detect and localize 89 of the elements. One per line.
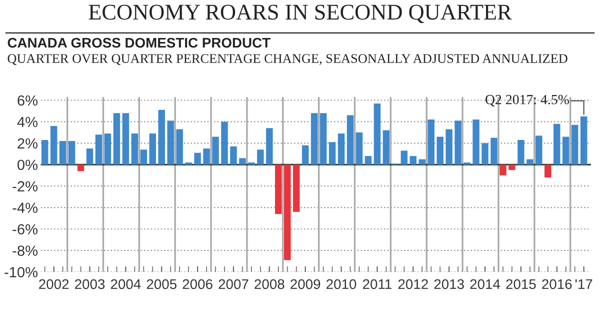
- bar: [410, 156, 417, 165]
- bar: [167, 120, 174, 165]
- bar: [131, 134, 138, 165]
- chart-title: ECONOMY ROARS IN SECOND QUARTER: [88, 4, 512, 24]
- x-tick-label: 2003: [75, 279, 105, 290]
- bar: [104, 134, 112, 165]
- bar: [68, 141, 76, 165]
- bar: [544, 164, 552, 178]
- x-tick-label: 2014: [470, 279, 500, 290]
- chart-subtitle: CANADA GROSS DOMESTIC PRODUCT: [8, 38, 270, 48]
- y-tick-label: -10%: [4, 267, 38, 278]
- bar: [382, 130, 390, 165]
- bar: [248, 162, 255, 165]
- bar: [302, 145, 309, 165]
- bar: [239, 158, 246, 165]
- x-tick-label: 2007: [218, 279, 248, 290]
- bar: [257, 150, 264, 165]
- bar: [113, 113, 120, 165]
- bar: [310, 113, 318, 165]
- y-tick-label: 6%: [18, 95, 38, 106]
- bar: [41, 140, 48, 165]
- bar: [338, 134, 345, 165]
- bar: [518, 140, 524, 165]
- x-tick-label: 2016: [542, 279, 572, 290]
- bar: [230, 146, 237, 165]
- bar: [526, 159, 534, 165]
- x-tick-label: '17: [575, 279, 592, 289]
- bar: [436, 136, 444, 165]
- bar: [194, 152, 201, 165]
- bar: [292, 164, 300, 212]
- bar: [428, 120, 434, 165]
- bar: [328, 142, 336, 165]
- bar: [50, 126, 58, 165]
- x-tick-label: 2010: [326, 279, 356, 290]
- bar: [490, 138, 498, 165]
- bar: [508, 164, 516, 170]
- bar: [320, 113, 327, 165]
- bar: [149, 134, 156, 165]
- bar: [221, 122, 228, 165]
- bar: [95, 134, 102, 165]
- x-tick-label: 2005: [146, 279, 176, 290]
- bar: [500, 164, 506, 176]
- bar: [185, 162, 192, 165]
- bar: [122, 113, 130, 165]
- x-tick-label: 2006: [182, 279, 212, 290]
- x-tick-label: 2015: [506, 279, 536, 290]
- x-tick-label: 2009: [290, 279, 320, 290]
- bar: [203, 148, 210, 165]
- bar: [454, 120, 462, 165]
- y-tick-label: 2%: [18, 138, 38, 149]
- bar: [374, 103, 381, 165]
- x-tick-label: 2011: [362, 279, 392, 290]
- x-tick-label: 2002: [39, 279, 69, 290]
- annotation: Q2 2017: 4.5%: [486, 94, 569, 106]
- x-tick-label: 2012: [398, 279, 428, 290]
- bar: [77, 164, 84, 172]
- bar: [553, 124, 560, 165]
- bar: [86, 148, 94, 165]
- bar: [446, 129, 452, 165]
- bar: [59, 141, 66, 165]
- y-tick-label: 0%: [18, 160, 38, 170]
- bar: [400, 150, 408, 165]
- text: QUARTER OVER QUARTER PERCENTAGE CHANGE, SEASONALLY ADJUSTED ANNUALIZED: [8, 54, 568, 65]
- bar: [140, 150, 148, 165]
- bar: [266, 128, 273, 165]
- bar: [580, 116, 588, 165]
- bar: [482, 143, 488, 165]
- bar: [212, 136, 219, 165]
- bar: [176, 129, 183, 165]
- x-tick-label: 2008: [254, 279, 284, 290]
- bar: [571, 124, 578, 165]
- y-tick-label: -8%: [12, 246, 38, 256]
- bar: [418, 159, 426, 165]
- bar: [364, 156, 372, 165]
- bar: [472, 120, 480, 165]
- y-tick-label: 4%: [17, 116, 38, 128]
- bar: [346, 115, 354, 165]
- x-tick-label: 2004: [110, 279, 141, 290]
- bar: [284, 164, 291, 260]
- bar: [356, 132, 363, 165]
- bar: [158, 110, 165, 165]
- y-tick-label: -2%: [12, 181, 38, 192]
- bar: [562, 136, 570, 165]
- bar: [275, 164, 282, 214]
- x-tick-label: 2013: [434, 279, 464, 290]
- y-tick-label: -4%: [12, 202, 38, 213]
- bar: [536, 136, 542, 165]
- bar: [464, 162, 470, 165]
- y-tick-label: -6%: [12, 224, 38, 234]
